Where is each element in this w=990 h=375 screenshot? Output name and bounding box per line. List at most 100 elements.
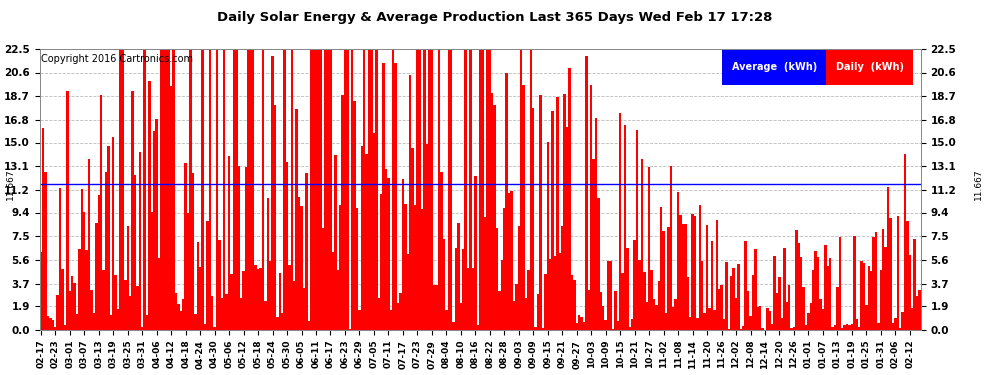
Bar	[322, 228, 325, 330]
Bar	[40, 252, 42, 330]
Bar	[738, 264, 740, 330]
Bar	[655, 305, 657, 330]
Bar	[308, 321, 310, 330]
Bar	[880, 270, 882, 330]
Bar	[754, 249, 756, 330]
Bar	[372, 133, 375, 330]
Bar	[617, 321, 619, 330]
Bar	[906, 221, 909, 330]
Bar	[904, 154, 906, 330]
Bar	[674, 299, 677, 330]
Bar	[436, 285, 438, 330]
Bar	[585, 56, 588, 330]
Bar	[506, 72, 508, 330]
Bar	[377, 298, 380, 330]
Bar	[201, 49, 204, 330]
Bar	[107, 146, 110, 330]
Bar	[771, 324, 773, 330]
Bar	[515, 284, 518, 330]
Bar	[90, 290, 93, 330]
Bar	[756, 308, 759, 330]
Bar	[332, 252, 334, 330]
Bar	[781, 318, 783, 330]
Bar	[218, 240, 221, 330]
Bar	[184, 163, 187, 330]
Bar	[644, 272, 645, 330]
Bar	[144, 49, 146, 330]
Bar	[397, 303, 399, 330]
Bar	[832, 327, 834, 330]
Bar	[602, 306, 605, 330]
Bar	[535, 327, 537, 330]
Bar	[63, 325, 66, 330]
Bar	[548, 259, 551, 330]
Bar	[291, 49, 293, 330]
Bar	[858, 327, 860, 330]
Bar	[652, 298, 655, 330]
Bar	[540, 95, 542, 330]
Text: 11.667: 11.667	[973, 168, 982, 200]
Bar	[860, 261, 862, 330]
Bar	[194, 314, 196, 330]
Bar	[209, 49, 211, 330]
Bar	[660, 207, 662, 330]
Bar	[236, 49, 238, 330]
Bar	[303, 288, 305, 330]
Bar	[639, 260, 641, 330]
Bar	[199, 267, 201, 330]
Bar	[50, 318, 51, 330]
Bar	[421, 209, 424, 330]
Bar	[441, 172, 443, 330]
Bar	[464, 49, 467, 330]
Bar	[112, 137, 115, 330]
Bar	[901, 312, 904, 330]
Bar	[47, 316, 50, 330]
Bar	[153, 131, 155, 330]
Bar	[740, 329, 742, 330]
Bar	[45, 172, 47, 330]
Bar	[713, 310, 716, 330]
Bar	[672, 307, 674, 330]
Bar	[407, 254, 409, 330]
Bar	[733, 268, 735, 330]
Bar	[344, 49, 346, 330]
Bar	[855, 319, 858, 330]
Bar	[429, 49, 431, 330]
Bar	[426, 144, 429, 330]
Bar	[370, 49, 372, 330]
Bar	[609, 261, 612, 330]
Bar	[820, 298, 822, 330]
Bar	[231, 273, 233, 330]
Bar	[735, 298, 738, 330]
Bar	[513, 300, 515, 330]
Bar	[256, 268, 259, 330]
Bar	[182, 298, 184, 330]
Bar	[283, 49, 286, 330]
Bar	[677, 192, 679, 330]
Bar	[119, 49, 122, 330]
Bar	[872, 237, 875, 330]
Bar	[718, 289, 721, 330]
Bar	[590, 85, 592, 330]
Bar	[588, 290, 590, 330]
Bar	[708, 308, 711, 330]
Bar	[848, 325, 850, 330]
Bar	[259, 268, 261, 330]
Bar	[226, 294, 228, 330]
Bar	[746, 291, 749, 330]
Bar	[59, 188, 61, 330]
Bar	[115, 275, 117, 330]
Bar	[189, 49, 192, 330]
Bar	[691, 214, 694, 330]
Bar	[387, 178, 390, 330]
Bar	[812, 270, 815, 330]
Bar	[134, 175, 137, 330]
Bar	[657, 280, 660, 330]
Bar	[240, 298, 243, 330]
Bar	[875, 232, 877, 330]
Bar	[605, 320, 607, 330]
Bar	[704, 313, 706, 330]
Bar	[798, 243, 800, 330]
Bar	[773, 256, 776, 330]
Bar	[662, 231, 665, 330]
